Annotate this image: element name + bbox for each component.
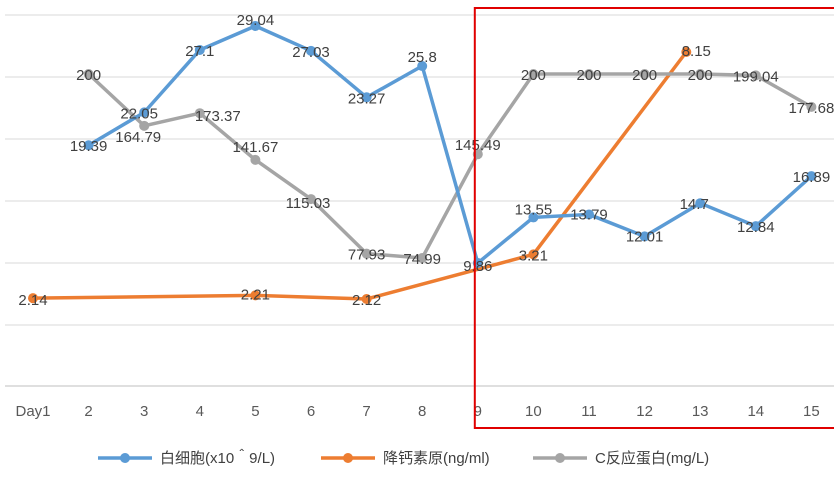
data-point xyxy=(139,107,150,118)
data-point xyxy=(194,44,205,55)
legend: 白细胞(x10＾9/L) 降钙素原(ng/ml) C反应蛋白(mg/L) xyxy=(98,448,709,467)
data-label: 12.01 xyxy=(626,228,664,245)
data-label: 25.8 xyxy=(408,49,437,66)
data-label: 16.89 xyxy=(793,169,831,186)
data-point xyxy=(28,293,38,304)
data-point xyxy=(639,231,650,242)
x-tick-label: 8 xyxy=(418,403,426,420)
x-tick-label: 13 xyxy=(692,403,709,420)
data-label: 141.67 xyxy=(232,139,278,156)
data-label: 200 xyxy=(632,67,657,84)
x-tick-label: 14 xyxy=(747,403,764,420)
legend-label: 白细胞(x10＾9/L) xyxy=(160,448,275,467)
legend-marker xyxy=(555,453,565,463)
series-line xyxy=(86,72,814,260)
data-point xyxy=(361,92,372,103)
data-label: 23.27 xyxy=(348,90,386,107)
data-point xyxy=(83,140,94,151)
data-label: 74.99 xyxy=(403,251,441,268)
data-point xyxy=(584,69,594,79)
data-point xyxy=(83,69,94,79)
data-point xyxy=(361,294,372,304)
highlight-box xyxy=(473,7,834,429)
data-label: 200 xyxy=(521,67,546,84)
data-label: 173.37 xyxy=(195,108,241,125)
data-point xyxy=(750,70,761,81)
data-point xyxy=(417,61,428,72)
data-label: 9.86 xyxy=(463,258,492,275)
data-label: 200 xyxy=(688,67,713,84)
data-label: 8.15 xyxy=(682,43,711,60)
data-point xyxy=(681,47,692,57)
data-point xyxy=(584,209,594,220)
data-label: 13.55 xyxy=(515,201,553,218)
x-tick-label: 2 xyxy=(84,403,92,420)
data-label: 27.1 xyxy=(185,43,214,60)
data-label: 115.03 xyxy=(286,195,331,212)
data-point xyxy=(639,69,650,79)
data-label: 200 xyxy=(76,67,101,84)
data-label: 177.68 xyxy=(788,100,834,117)
data-label: 200 xyxy=(576,67,601,84)
x-tick-label: 7 xyxy=(362,403,370,420)
data-point xyxy=(250,21,261,31)
data-point xyxy=(417,253,428,263)
data-label: 29.04 xyxy=(237,12,275,29)
x-tick-label: 12 xyxy=(636,403,653,420)
x-tick-label: 15 xyxy=(803,403,820,420)
x-tick-label: 4 xyxy=(196,403,204,420)
data-point xyxy=(306,194,316,205)
data-point xyxy=(695,69,706,79)
data-point xyxy=(250,154,261,165)
data-point xyxy=(528,212,539,223)
x-tick-label: 9 xyxy=(474,403,482,420)
data-label: 2.21 xyxy=(241,286,270,303)
data-point xyxy=(194,108,205,119)
data-label: 13.79 xyxy=(570,206,608,223)
x-tick-label: 6 xyxy=(307,403,315,420)
data-label: 22.05 xyxy=(120,105,158,122)
legend-marker xyxy=(343,453,353,463)
legend-label: 降钙素原(ng/ml) xyxy=(383,450,490,467)
x-tick-label: 10 xyxy=(525,403,542,420)
series-line xyxy=(86,24,814,265)
data-label: 19.39 xyxy=(70,138,108,155)
x-tick-label: Day1 xyxy=(15,403,50,420)
data-point xyxy=(361,248,372,259)
data-labels: 2.14 2.21 2.12 3.21 8.15 200 164.79 173.37 141.6… xyxy=(18,12,834,309)
series-layer xyxy=(28,21,817,304)
data-label: 27.03 xyxy=(292,44,330,61)
data-label: 199.04 xyxy=(733,68,779,85)
data-label: 164.79 xyxy=(115,129,161,146)
x-axis: Day1 2 3 4 5 6 7 8 9 10 11 12 13 14 15 xyxy=(15,403,819,420)
data-label: 12.84 xyxy=(737,219,775,236)
data-point xyxy=(528,69,539,79)
gridlines xyxy=(5,14,834,387)
highlight-box-layer xyxy=(473,7,834,429)
data-point xyxy=(528,249,539,260)
data-point xyxy=(250,290,261,301)
legend-marker xyxy=(120,453,130,463)
legend-label: C反应蛋白(mg/L) xyxy=(595,449,709,467)
data-label: 14.7 xyxy=(680,196,709,213)
x-tick-label: 5 xyxy=(251,403,259,420)
data-label: 3.21 xyxy=(519,247,548,264)
data-point xyxy=(695,198,706,209)
data-point xyxy=(306,45,316,56)
data-point xyxy=(750,221,761,232)
data-label: 77.93 xyxy=(348,247,386,264)
x-tick-label: 3 xyxy=(140,403,148,420)
data-label: 2.12 xyxy=(352,292,381,309)
data-point xyxy=(806,101,817,112)
x-tick-label: 11 xyxy=(581,403,597,420)
data-point xyxy=(806,171,817,182)
data-point xyxy=(139,120,150,131)
data-label: 2.14 xyxy=(18,292,47,309)
data-label: 145.49 xyxy=(455,137,501,154)
